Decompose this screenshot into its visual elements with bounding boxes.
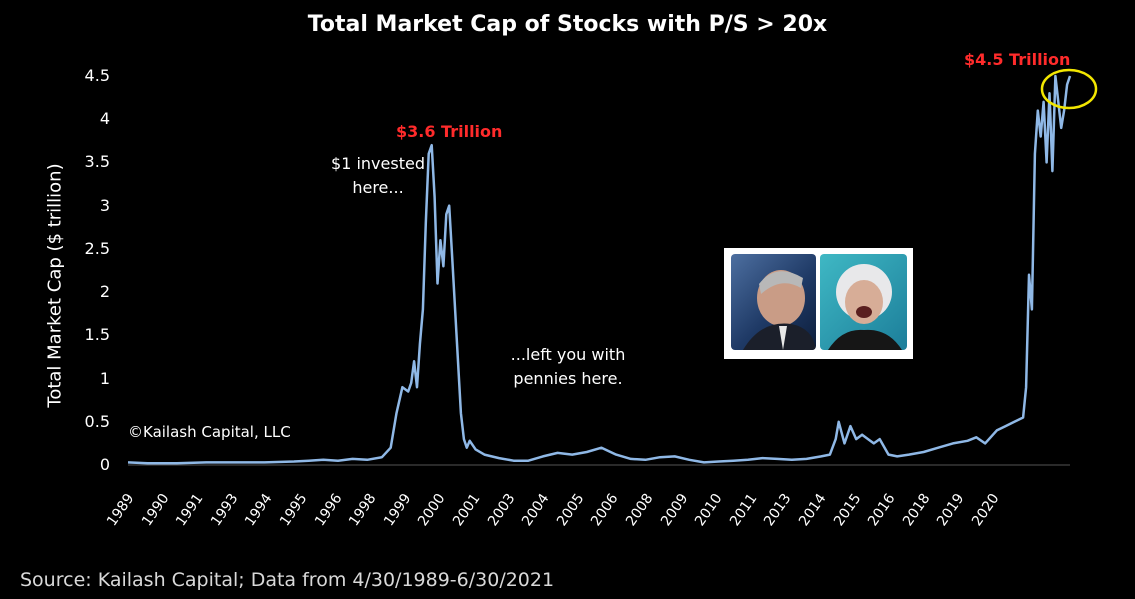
series-line [127,74,1072,465]
laughing-man-image [743,270,816,350]
laughing-woman-image [828,264,902,350]
y-tick-label: 1.5 [84,325,110,345]
invested-line-1: $1 invested [331,154,425,173]
y-tick-label: 0.5 [84,411,110,431]
invested-line-2: here... [352,178,404,197]
chart-title: Total Market Cap of Stocks with P/S > 20… [307,12,828,37]
laughing-woman-photo [820,254,907,350]
y-tick-label: 2 [99,282,110,302]
highlight-circle [1040,68,1098,110]
y-tick-label: 0 [99,455,110,474]
peak-2000-label: $3.6 Trillion [396,122,503,141]
laughing-man-photo [731,254,816,350]
photo-panel [724,248,913,359]
y-tick-label: 4.5 [84,66,110,85]
copyright-text: ©Kailash Capital, LLC [128,423,291,441]
y-tick-label: 4 [99,109,110,129]
invested-annotation: $1 invested here... [318,152,438,200]
pennies-line-1: ...left you with [510,345,626,364]
y-tick-label: 1 [99,368,110,388]
source-note: Source: Kailash Capital; Data from 4/30/… [20,569,555,591]
pennies-line-2: pennies here. [513,369,623,388]
peak-2021-label: $4.5 Trillion [964,50,1071,69]
y-tick-label: 3 [99,195,110,215]
pennies-annotation: ...left you with pennies here. [498,343,638,391]
y-tick-label: 2.5 [84,238,110,258]
y-tick-label: 3.5 [84,152,110,172]
